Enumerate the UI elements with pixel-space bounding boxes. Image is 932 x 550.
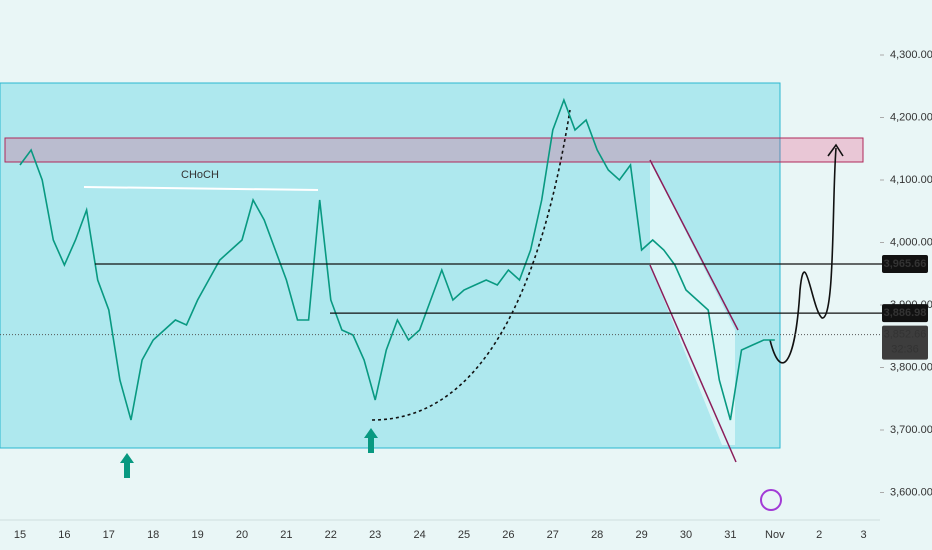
channel-line	[649, 264, 737, 463]
y-tick-label: 3,800.00	[890, 361, 932, 373]
x-tick-label: 30	[680, 529, 692, 541]
y-tick-label: 4,100.00	[890, 174, 932, 186]
countdown: 32:36	[891, 343, 919, 355]
x-tick-label: 22	[325, 529, 337, 541]
x-tick-label: Nov	[765, 529, 785, 541]
x-tick-label: 16	[58, 529, 70, 541]
projection-arrow	[827, 143, 844, 157]
level-label: 3,886.98	[884, 307, 927, 319]
x-tick-label: 15	[14, 529, 26, 541]
x-tick-label: 31	[724, 529, 736, 541]
level-box	[882, 304, 928, 323]
x-tick-label: 24	[413, 529, 425, 541]
last-price-box	[882, 325, 928, 360]
level-label: 3,965.66	[884, 258, 927, 270]
y-tick-label: 4,300.00	[890, 49, 932, 61]
y-tick-label: 3,700.00	[890, 424, 932, 436]
x-tick-label: 26	[502, 529, 514, 541]
x-tick-label: 3	[861, 529, 867, 541]
x-tick-label: 21	[280, 529, 292, 541]
x-tick-label: 29	[635, 529, 647, 541]
x-tick-label: 18	[147, 529, 159, 541]
channel-line	[649, 159, 739, 331]
choch-label: CHoCH	[181, 169, 219, 181]
x-tick-label: 28	[591, 529, 603, 541]
x-tick-label: 20	[236, 529, 248, 541]
curve-dotted	[371, 109, 571, 421]
y-tick-label: 3,600.00	[890, 486, 932, 498]
x-tick-label: 2	[816, 529, 822, 541]
logo	[760, 489, 782, 511]
choch-line	[83, 186, 319, 191]
x-tick-label: 27	[547, 529, 559, 541]
up-arrow	[120, 453, 134, 478]
channel-fill	[650, 160, 735, 445]
last-price-label: 3,852.66	[884, 328, 927, 340]
x-tick-label: 17	[103, 529, 115, 541]
y-tick-label: 4,200.00	[890, 111, 932, 123]
price-line	[19, 97, 775, 421]
up-arrow	[364, 428, 378, 453]
x-tick-label: 23	[369, 529, 381, 541]
x-tick-label: 25	[458, 529, 470, 541]
y-tick-label: 4,000.00	[890, 236, 932, 248]
supply-zone	[4, 137, 864, 163]
projection	[769, 147, 837, 364]
level-box	[882, 254, 928, 273]
x-tick-label: 19	[191, 529, 203, 541]
